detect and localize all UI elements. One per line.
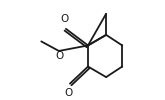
Text: O: O xyxy=(65,88,73,98)
Text: O: O xyxy=(55,52,64,62)
Text: O: O xyxy=(61,14,69,24)
